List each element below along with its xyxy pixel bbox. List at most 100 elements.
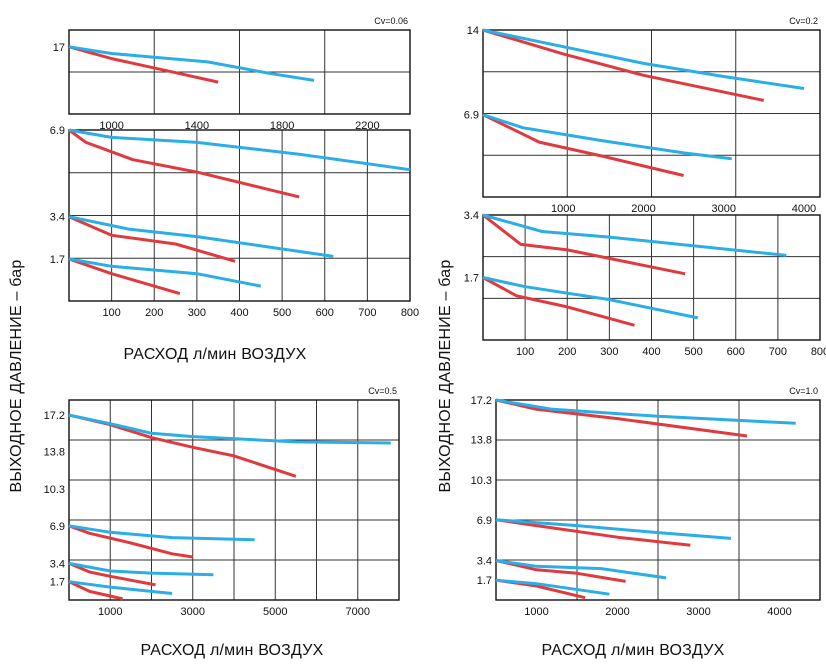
- series-line-red: [482, 28, 765, 102]
- series-line-blue: [482, 113, 732, 161]
- y-tick-label: 6.9: [464, 110, 479, 122]
- y-axis-title-right: ВЫХОДНОЕ ДАВЛЕНИЕ – бар: [437, 259, 454, 493]
- y-tick-label: 3.4: [477, 555, 492, 567]
- plot-frame: [495, 399, 821, 601]
- series-line-blue: [495, 578, 610, 596]
- x-tick-label: 500: [273, 307, 291, 319]
- y-axis-title-left: ВЫХОДНОЕ ДАВЛЕНИЕ – бар: [8, 259, 25, 493]
- series-line-red: [68, 215, 236, 263]
- series-line-red: [68, 562, 156, 587]
- series-line-red: [68, 45, 219, 84]
- series-line-red: [68, 580, 123, 601]
- x-tick-label: 600: [316, 307, 334, 319]
- series-line-red: [68, 257, 181, 296]
- x-tick-label: 2200: [355, 120, 379, 132]
- x-tick-label: 1000: [98, 606, 122, 618]
- chart-title: Cv=1.0: [789, 386, 818, 396]
- x-tick-label: 400: [642, 346, 660, 358]
- series-line-blue: [482, 213, 787, 257]
- y-tick-label: 1.7: [464, 273, 479, 285]
- y-tick-label: 10.3: [471, 475, 492, 487]
- chart-br: 1000 2000 3000 4000 17.2 13.8 10.3 6.9 3.4 1.7 Cv=…: [471, 386, 821, 618]
- y-tick-label: 14: [467, 25, 479, 37]
- series-line-blue: [68, 128, 411, 172]
- chart-tl_top: 1000 1400 1800 2200 17 Cv=0.06: [53, 16, 411, 132]
- x-tick-label: 200: [558, 346, 576, 358]
- chart-tr_top: 1000 2000 3000 4000 14 6.9 Cv=0.2: [464, 16, 821, 215]
- y-tick-label: 13.8: [471, 435, 492, 447]
- chart-title: Cv=0.5: [368, 386, 397, 396]
- y-tick-label: 13.8: [44, 447, 65, 459]
- x-tick-label: 700: [358, 307, 376, 319]
- x-tick-label: 700: [769, 346, 787, 358]
- y-tick-label: 3.4: [50, 558, 65, 570]
- y-tick-label: 6.9: [50, 125, 65, 137]
- chart-title: Cv=0.06: [374, 16, 408, 26]
- x-tick-label: 600: [727, 346, 745, 358]
- x-tick-label: 300: [188, 307, 206, 319]
- y-tick-label: 1.7: [477, 575, 492, 587]
- series-line-blue: [68, 413, 391, 445]
- series-line-blue: [68, 580, 173, 595]
- x-tick-label: 800: [401, 307, 419, 319]
- x-tick-label: 400: [230, 307, 248, 319]
- x-tick-label: 1000: [524, 606, 548, 618]
- x-tick-label: 100: [102, 307, 120, 319]
- chart-tl_bot: 100 200 300 400 500 600 700 800 6.9 3.4 1.7: [50, 125, 419, 319]
- series-line-blue: [68, 215, 334, 258]
- y-tick-label: 1.7: [50, 577, 65, 589]
- x-tick-label: 2000: [605, 606, 629, 618]
- x-tick-label: 7000: [346, 606, 370, 618]
- chart-tr_bot: 100 200 300 400 500 600 700 800 3.4 1.7: [464, 210, 826, 358]
- y-tick-label: 1.7: [50, 254, 65, 266]
- x-tick-label: 1800: [270, 120, 294, 132]
- x-axis-title-top-left: РАСХОД л/мин ВОЗДУХ: [123, 346, 307, 363]
- chart-bl: 1000 3000 5000 7000 17.2 13.8 10.3 6.9 3.4 1.7 Cv=…: [44, 386, 400, 618]
- x-tick-label: 2000: [631, 203, 655, 215]
- series-line-blue: [482, 276, 699, 320]
- series-line-blue: [68, 524, 255, 542]
- y-tick-label: 3.4: [464, 210, 479, 222]
- plot-frame: [68, 29, 411, 115]
- series-line-red: [482, 213, 686, 276]
- x-tick-label: 800: [811, 346, 826, 358]
- series-line-red: [68, 128, 300, 199]
- y-tick-label: 10.3: [44, 484, 65, 496]
- x-tick-label: 1400: [185, 120, 209, 132]
- plot-frame: [68, 399, 400, 601]
- y-tick-label: 6.9: [50, 521, 65, 533]
- x-tick-label: 1000: [99, 120, 123, 132]
- series-line-red: [68, 413, 297, 478]
- plot-frame: [68, 129, 411, 302]
- x-axis-title-bottom-left: РАСХОД л/мин ВОЗДУХ: [140, 642, 324, 659]
- x-tick-label: 1000: [551, 203, 575, 215]
- x-axis-title-bottom-right: РАСХОД л/мин ВОЗДУХ: [541, 642, 725, 659]
- x-tick-label: 5000: [263, 606, 287, 618]
- series-line-blue: [495, 559, 667, 580]
- x-tick-label: 3000: [711, 203, 735, 215]
- x-tick-label: 4000: [767, 606, 791, 618]
- chart-title: Cv=0.2: [789, 16, 818, 26]
- series-line-blue: [495, 518, 732, 540]
- x-tick-label: 300: [600, 346, 618, 358]
- series-line-blue: [68, 45, 315, 82]
- y-tick-label: 6.9: [477, 515, 492, 527]
- x-tick-label: 200: [145, 307, 163, 319]
- plot-frame: [482, 29, 821, 198]
- series-line-blue: [495, 398, 796, 425]
- y-tick-label: 3.4: [50, 212, 65, 224]
- y-tick-label: 17.2: [44, 410, 65, 422]
- x-tick-label: 500: [684, 346, 702, 358]
- y-tick-label: 17.2: [471, 395, 492, 407]
- series-line-red: [482, 113, 684, 177]
- series-line-blue: [68, 257, 262, 288]
- x-tick-label: 3000: [181, 606, 205, 618]
- series-line-red: [68, 524, 194, 559]
- x-tick-label: 3000: [686, 606, 710, 618]
- x-tick-label: 4000: [792, 203, 816, 215]
- series-line-blue: [68, 561, 214, 577]
- x-tick-label: 100: [516, 346, 534, 358]
- series-line-red: [482, 276, 635, 327]
